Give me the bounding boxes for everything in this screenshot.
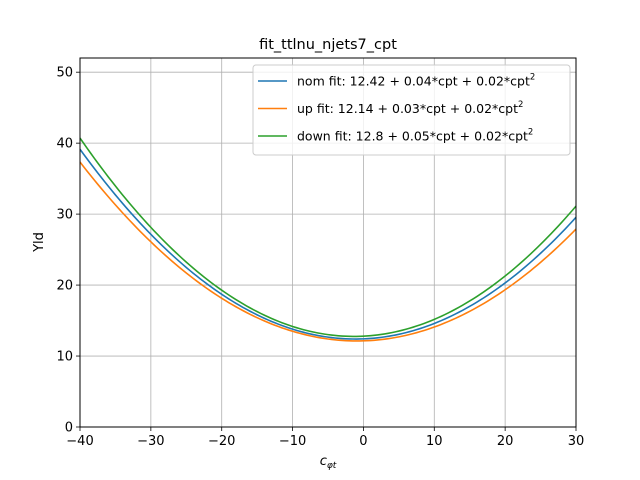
x-tick-label: −30	[137, 434, 164, 449]
y-tick-label: 50	[56, 66, 73, 81]
x-axis-label: cφt	[320, 454, 337, 471]
x-tick-label: 10	[426, 434, 443, 449]
x-tick-label: 0	[359, 434, 367, 449]
chart-title: fit_ttlnu_njets7_cpt	[259, 37, 397, 53]
x-tick-label: −10	[279, 434, 306, 449]
y-tick-label: 30	[56, 208, 73, 223]
legend-label-0: nom fit: 12.42 + 0.04*cpt + 0.02*cpt2	[297, 73, 535, 89]
y-axis-label: Yld	[32, 232, 47, 253]
y-tick-label: 10	[56, 350, 73, 365]
y-tick-label: 0	[65, 421, 73, 436]
x-tick-label: −20	[208, 434, 235, 449]
legend-label-superscript: 2	[528, 128, 533, 138]
legend-label-1: up fit: 12.14 + 0.03*cpt + 0.02*cpt2	[297, 100, 523, 116]
ticks: −40 −30 −20 −10 0 10 20 30 0 10 20 30 40 50	[56, 66, 584, 449]
x-axis-label-subscript: φt	[327, 461, 337, 471]
x-axis-label-main: c	[320, 454, 327, 469]
x-tick-label: 30	[568, 434, 585, 449]
legend-label-superscript: 2	[518, 100, 523, 110]
legend-box	[252, 64, 571, 156]
legend-label-superscript: 2	[530, 73, 535, 83]
x-tick-label: 20	[497, 434, 514, 449]
legend: nom fit: 12.42 + 0.04*cpt + 0.02*cpt2 up …	[252, 64, 571, 156]
series-line-0	[79, 148, 577, 340]
series-layer	[79, 137, 577, 342]
legend-entries: nom fit: 12.42 + 0.04*cpt + 0.02*cpt2 up …	[258, 73, 535, 144]
series-line-2	[79, 137, 577, 338]
x-tick-label: −40	[66, 434, 93, 449]
series-line-1	[79, 161, 577, 342]
axes-frame	[79, 57, 577, 428]
legend-label-2: down fit: 12.8 + 0.05*cpt + 0.02*cpt2	[297, 128, 533, 144]
y-tick-label: 40	[56, 137, 73, 152]
y-tick-label: 20	[56, 279, 73, 294]
